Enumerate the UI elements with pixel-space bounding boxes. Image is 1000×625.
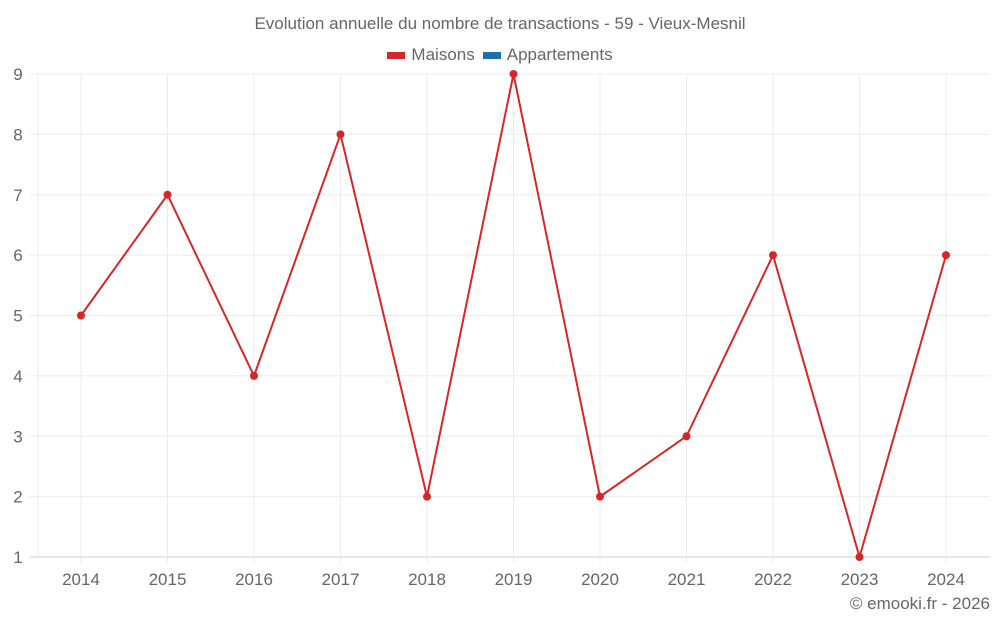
x-tick-label: 2016 xyxy=(235,570,273,589)
y-tick-label: 7 xyxy=(13,186,22,205)
y-tick-label: 9 xyxy=(13,65,22,84)
series-maisons xyxy=(77,70,950,561)
y-tick-label: 3 xyxy=(13,427,22,446)
data-point[interactable] xyxy=(250,371,258,380)
legend-swatch-maisons xyxy=(387,51,406,59)
data-point[interactable] xyxy=(336,130,345,139)
data-point[interactable] xyxy=(163,190,172,199)
chart-title: Evolution annuelle du nombre de transact… xyxy=(254,14,746,33)
x-tick-label: 2017 xyxy=(322,570,360,589)
x-tick-label: 2021 xyxy=(668,570,706,589)
y-tick-label: 1 xyxy=(13,548,22,567)
legend-item-appartements[interactable]: Appartements xyxy=(482,45,613,65)
x-tick-label: 2024 xyxy=(927,570,965,589)
data-point[interactable] xyxy=(769,251,777,260)
y-axis: 1 2 3 4 5 6 7 8 9 xyxy=(13,65,22,567)
x-tick-label: 2014 xyxy=(62,570,100,589)
data-point[interactable] xyxy=(596,492,604,501)
data-point[interactable] xyxy=(509,70,518,78)
y-tick-label: 5 xyxy=(13,307,22,326)
x-axis: 2014 2015 2016 2017 2018 2019 2020 2021 2022 2023… xyxy=(62,570,965,589)
legend-swatch-appartements xyxy=(482,51,501,59)
data-point[interactable] xyxy=(942,251,950,260)
legend-label: Appartements xyxy=(506,45,613,64)
x-tick-label: 2015 xyxy=(149,570,187,589)
y-tick-label: 4 xyxy=(13,367,22,386)
y-tick-label: 8 xyxy=(13,125,22,144)
x-tick-label: 2023 xyxy=(841,570,879,589)
x-tick-label: 2019 xyxy=(495,570,533,589)
x-tick-label: 2018 xyxy=(408,570,446,589)
data-point[interactable] xyxy=(77,311,85,320)
y-tick-label: 6 xyxy=(13,246,22,265)
x-tick-label: 2022 xyxy=(754,570,792,589)
data-point[interactable] xyxy=(423,492,431,501)
legend-item-maisons[interactable]: Maisons xyxy=(387,45,475,65)
legend-label: Maisons xyxy=(411,45,475,64)
legend: Maisons Appartements xyxy=(0,45,1000,65)
data-point[interactable] xyxy=(682,432,691,441)
y-tick-label: 2 xyxy=(13,488,22,507)
grid-lines xyxy=(30,73,990,563)
credit-text: © emooki.fr - 2026 xyxy=(849,594,990,613)
x-tick-label: 2020 xyxy=(581,570,619,589)
data-point[interactable] xyxy=(855,553,864,561)
